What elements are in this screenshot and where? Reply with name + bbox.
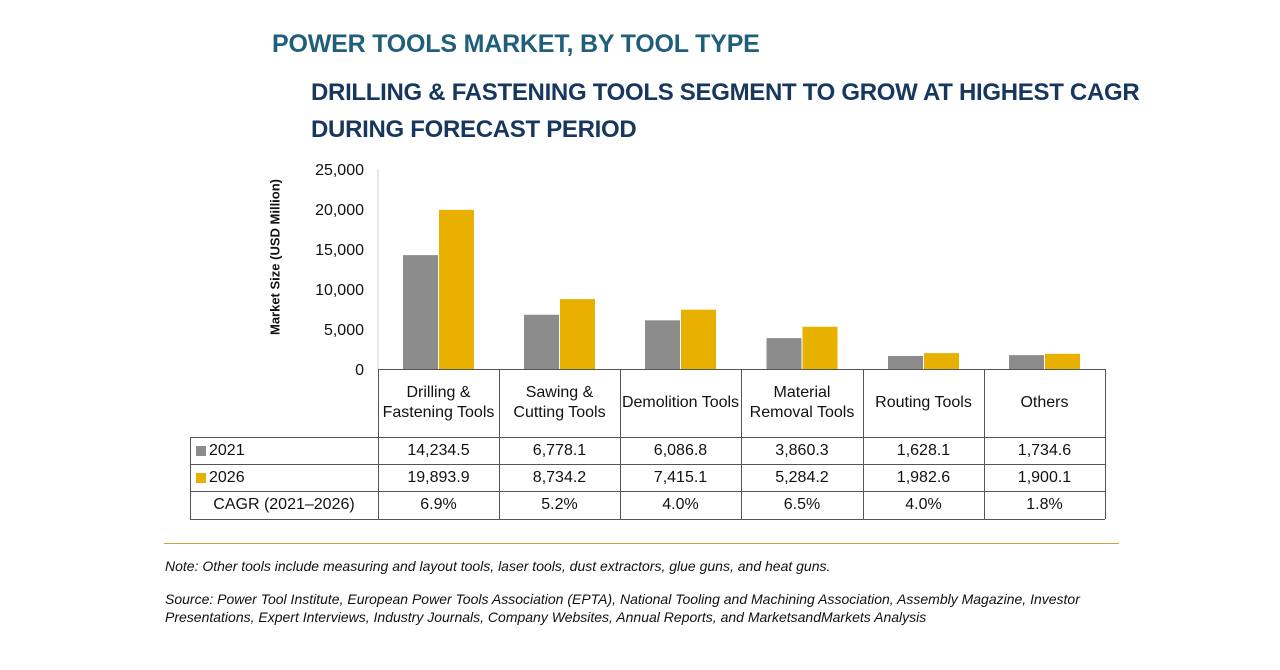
data-label-2026: 1,982.6 <box>896 468 951 486</box>
table-grid-line <box>190 464 1105 465</box>
y-tick-label: 20,000 <box>315 202 364 219</box>
data-label-2021: 1,628.1 <box>896 441 951 459</box>
data-label-2021: 6,778.1 <box>532 441 587 459</box>
table-grid-line <box>190 491 1105 492</box>
data-label-2026: 5,284.2 <box>775 468 829 486</box>
legend-swatch-2026 <box>196 472 206 483</box>
data-label-2026: 19,893.9 <box>407 468 470 486</box>
chart-source: Source: Power Tool Institute, European P… <box>165 591 1080 625</box>
bar-2026-others <box>1045 353 1080 369</box>
table-grid-line <box>378 369 379 519</box>
bar-2021-others <box>1009 355 1044 369</box>
cagr-value: 1.8% <box>1026 496 1063 513</box>
bar-2026-sawing-cutting-tools <box>560 299 595 369</box>
legend-label: 2021 <box>209 441 245 459</box>
bar-2026-drilling-fastening-tools <box>439 209 474 369</box>
category-label: Routing Tools <box>875 394 972 411</box>
data-label-2026: 8,734.2 <box>532 468 587 486</box>
table-grid-line <box>741 369 742 519</box>
category-label: Others <box>1020 394 1069 411</box>
y-tick-label: 0 <box>355 362 364 379</box>
table-grid-line <box>190 437 1105 438</box>
cagr-row-label: CAGR (2021–2026) <box>213 496 355 513</box>
bar-2026-routing-tools <box>924 353 959 369</box>
data-label-2026: 7,415.1 <box>653 468 708 486</box>
chart-note: Note: Other tools include measuring and … <box>165 558 831 574</box>
category-label: Material Removal Tools <box>749 384 855 421</box>
category-label: Sawing & Cutting Tools <box>513 384 606 421</box>
chart-title: POWER TOOLS MARKET, BY TOOL TYPE <box>272 30 760 58</box>
legend-swatch-2021 <box>196 445 206 456</box>
y-tick-label: 10,000 <box>315 282 364 299</box>
table-grid-line <box>1105 369 1106 519</box>
data-label-2021: 14,234.5 <box>407 441 470 459</box>
cagr-value: 4.0% <box>662 496 699 513</box>
chart-subtitle: DRILLING & FASTENING TOOLS SEGMENT TO GR… <box>311 79 1140 143</box>
bar-2021-drilling-fastening-tools <box>403 255 438 369</box>
table-grid-line <box>499 369 500 519</box>
cagr-value: 5.2% <box>541 496 578 513</box>
legend-2021: 2021 <box>190 437 378 464</box>
data-label-2026: 1,900.1 <box>1017 468 1072 486</box>
y-tick-label: 25,000 <box>315 162 364 179</box>
legend-label: 2026 <box>209 468 245 486</box>
data-label-2021: 3,860.3 <box>775 441 829 459</box>
cagr-value: 4.0% <box>905 496 942 513</box>
data-label-2021: 1,734.6 <box>1017 441 1072 459</box>
bar-2021-sawing-cutting-tools <box>524 314 559 369</box>
y-tick-label: 5,000 <box>324 322 364 339</box>
table-grid-line <box>620 369 621 519</box>
bar-chart: 25,000 20,000 15,000 10,000 5,000 0 <box>315 162 1080 379</box>
cagr-value: 6.5% <box>783 496 821 513</box>
data-label-2021: 6,086.8 <box>653 441 708 459</box>
category-label: Drilling & Fastening Tools <box>382 384 495 421</box>
table-grid-line <box>863 369 864 519</box>
bar-2026-demolition-tools <box>681 309 716 369</box>
bar-2021-material-removal-tools <box>766 338 802 369</box>
bar-2026-material-removal-tools <box>802 326 838 369</box>
divider-line <box>164 543 1119 544</box>
cagr-value: 6.9% <box>420 496 457 513</box>
category-label: Demolition Tools <box>621 394 740 411</box>
table-grid-line <box>984 369 985 519</box>
bar-2021-demolition-tools <box>645 320 680 369</box>
table-grid-line <box>190 519 1105 520</box>
bar-2021-routing-tools <box>888 355 923 369</box>
table-grid-line <box>190 437 191 519</box>
legend-2026: 2026 <box>190 464 378 491</box>
y-tick-label: 15,000 <box>315 242 364 259</box>
